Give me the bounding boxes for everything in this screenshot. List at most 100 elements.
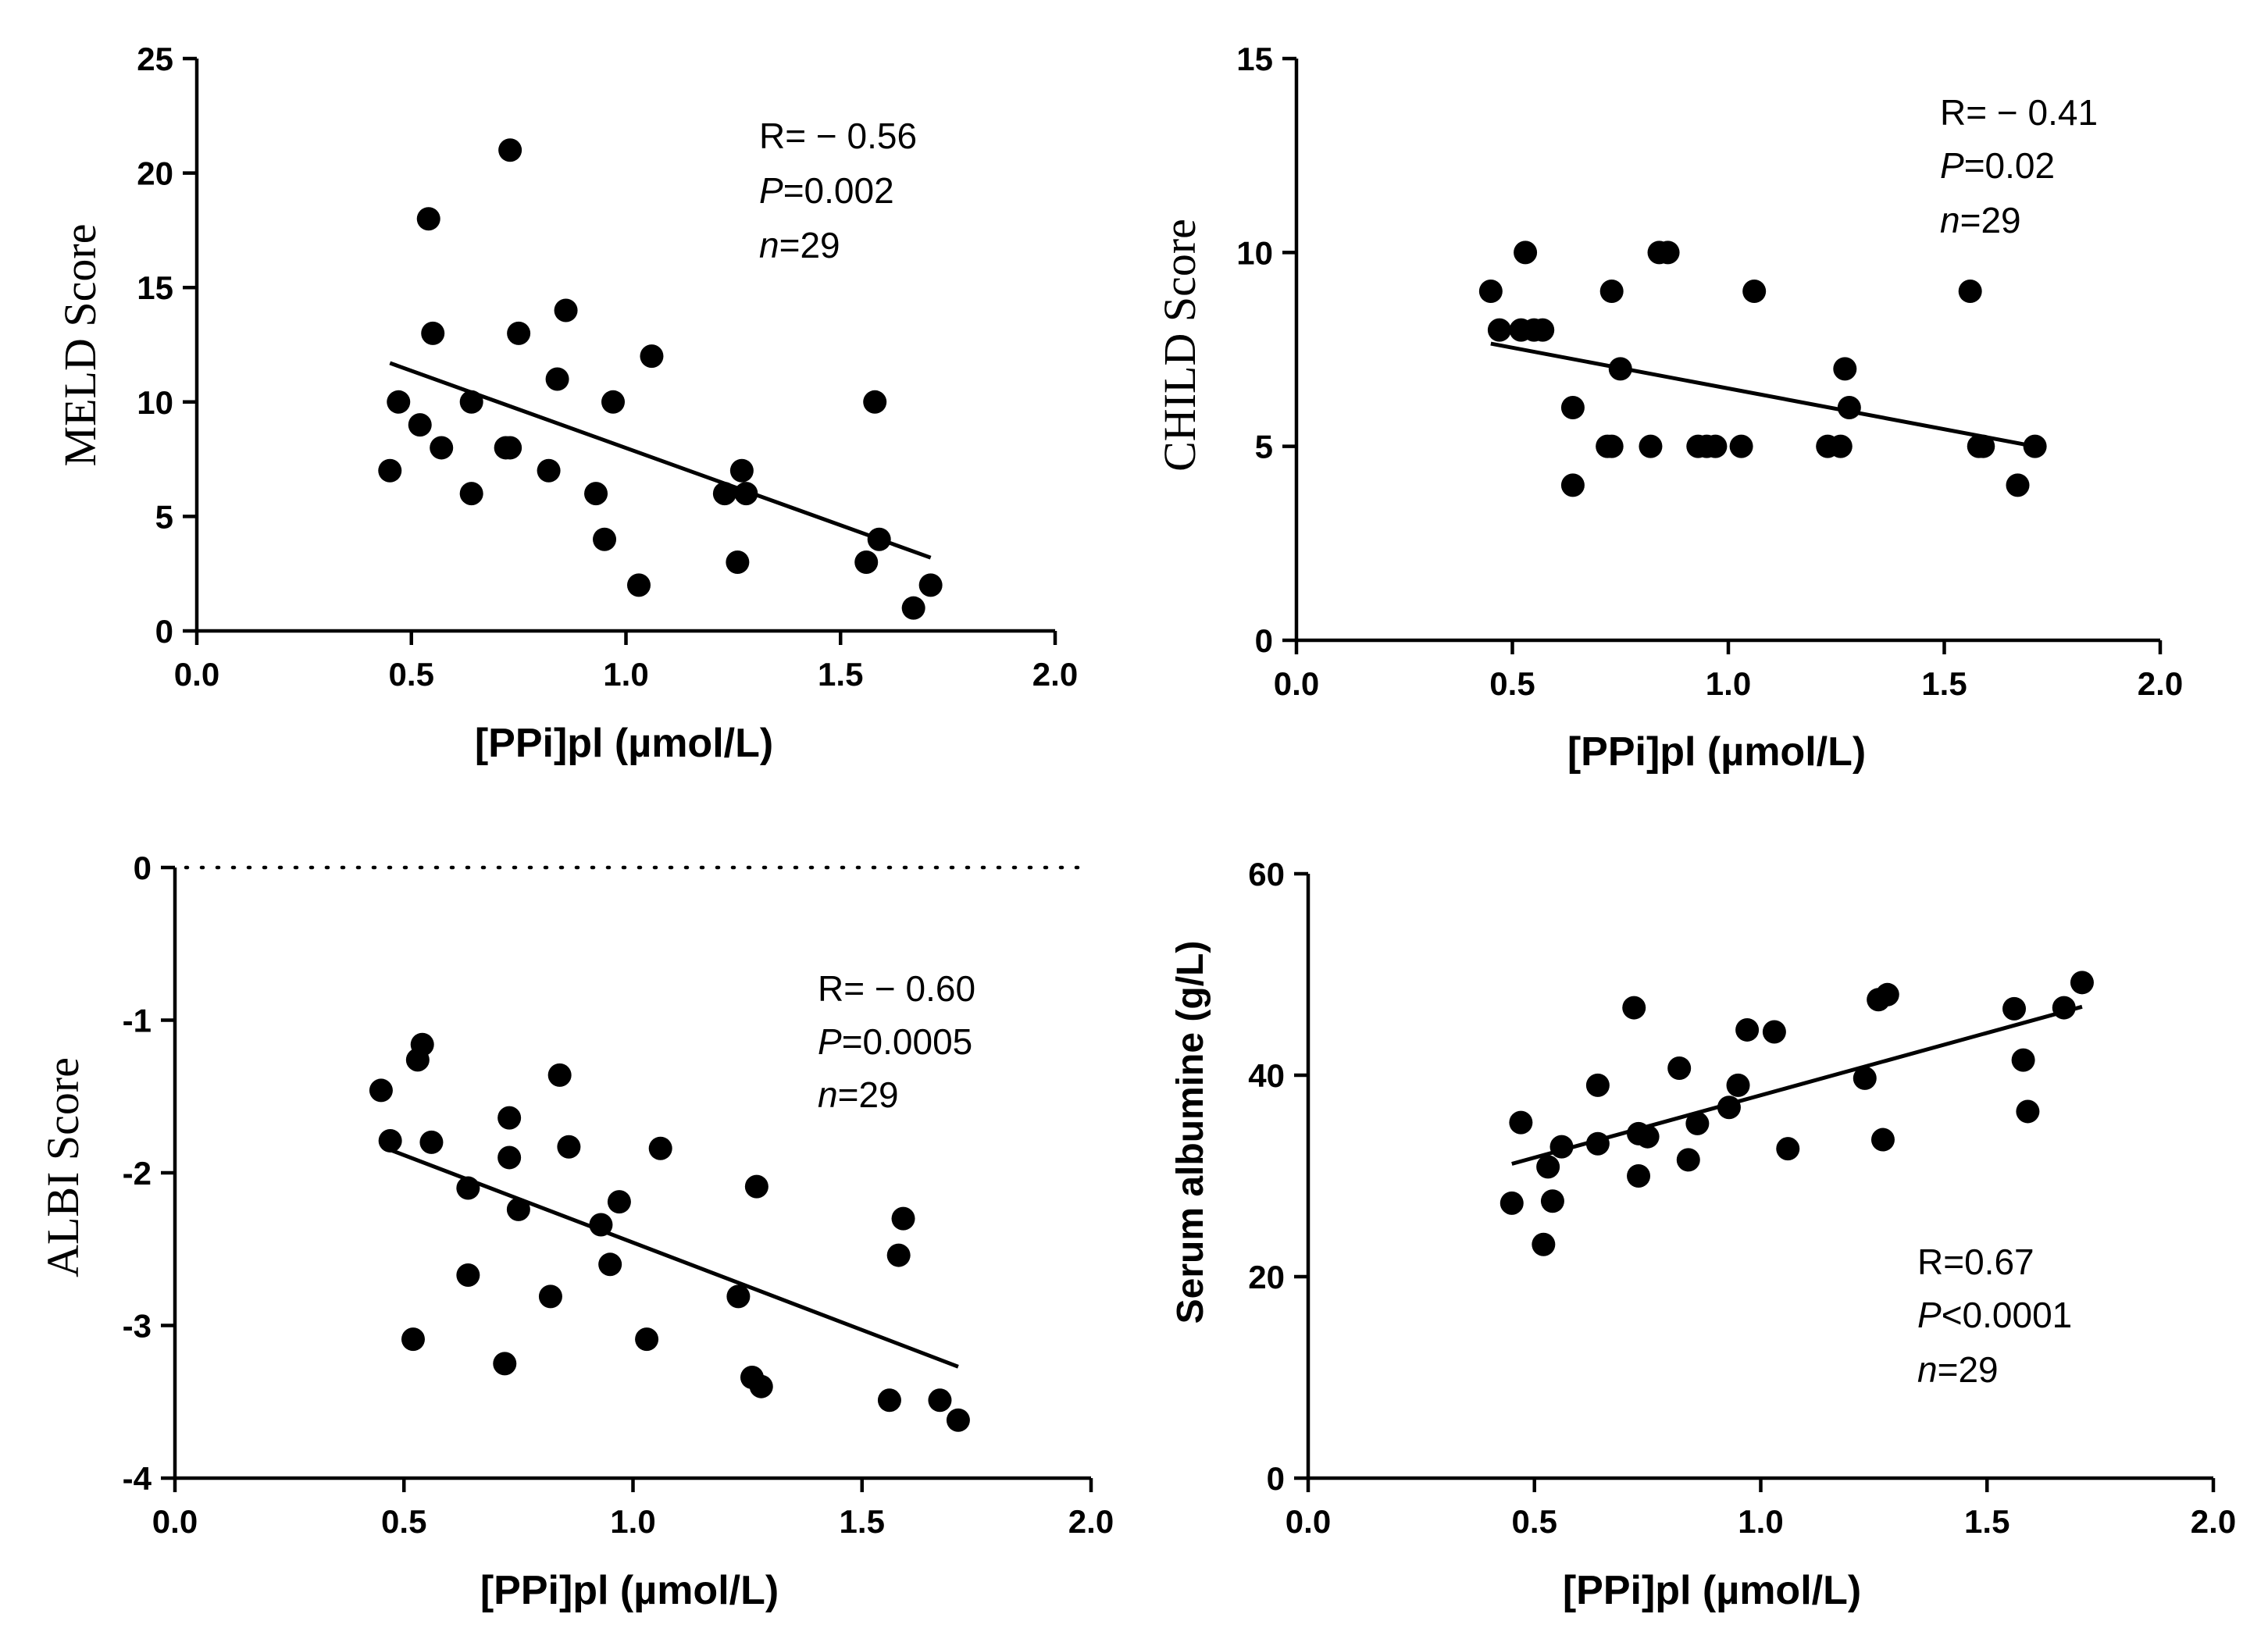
meld-data-point xyxy=(459,390,483,414)
meld-data-point xyxy=(408,413,432,437)
albumine-data-point xyxy=(1509,1110,1533,1135)
child-data-point xyxy=(1742,280,1767,303)
albumine-data-point xyxy=(2016,1099,2040,1124)
child-data-point xyxy=(1560,473,1585,497)
meld-data-point xyxy=(712,482,736,506)
meld-data-point xyxy=(626,573,651,597)
albi-data-point xyxy=(456,1263,480,1287)
albi-y-tick-label: -1 xyxy=(123,1003,152,1039)
child-data-point xyxy=(1599,280,1624,303)
albumine-data-point xyxy=(1622,996,1646,1020)
albumine-y-tick-label: 60 xyxy=(1248,856,1285,892)
albumine-data-point xyxy=(1532,1232,1556,1256)
albi-x-tick-label: 2.0 xyxy=(1068,1503,1114,1540)
child-x-tick-label: 1.5 xyxy=(1921,665,1967,702)
albumine-r-value: R=0.67 xyxy=(1917,1242,2034,1282)
albi-regression-line xyxy=(389,1148,959,1369)
child-data-point xyxy=(1639,434,1663,458)
child-data-point xyxy=(1958,280,1982,303)
albi-r-value: R= − 0.60 xyxy=(818,968,975,1009)
meld-y-tick-label: 15 xyxy=(137,269,173,306)
meld-y-tick-label: 5 xyxy=(155,498,173,535)
albi-y-axis-label: ALBI Score xyxy=(37,1057,88,1277)
meld-n-value: n=29 xyxy=(759,225,840,265)
albi-data-point xyxy=(401,1327,425,1352)
albi-data-point xyxy=(928,1388,952,1413)
meld-data-point xyxy=(867,527,891,551)
child-p-value: P=0.02 xyxy=(1940,145,2055,186)
meld-data-point xyxy=(726,550,750,575)
albumine-y-tick-label: 0 xyxy=(1267,1460,1285,1497)
albumine-data-point xyxy=(1667,1056,1692,1080)
child-x-tick-label: 1.0 xyxy=(1706,665,1751,702)
child-data-point xyxy=(1478,280,1503,303)
meld-data-point xyxy=(507,321,531,345)
albumine-x-tick-label: 1.5 xyxy=(1964,1503,2009,1540)
meld-data-point xyxy=(430,436,454,460)
albumine-data-point xyxy=(2002,996,2027,1021)
albi-data-point xyxy=(497,1106,522,1130)
serum-albumine-panel: 0.0 0.5 1.0 1.5 2.0 0 20 40 60 Serum albumine (g… xyxy=(1170,856,2236,1613)
albi-data-point xyxy=(456,1176,480,1200)
meld-data-point xyxy=(554,298,578,322)
albumine-data-point xyxy=(1540,1189,1564,1213)
child-data-point xyxy=(1531,318,1555,342)
albi-n-value: n=29 xyxy=(818,1074,899,1115)
albi-data-point xyxy=(589,1213,613,1237)
albi-data-point xyxy=(369,1078,393,1103)
albumine-data-point xyxy=(1585,1073,1610,1097)
child-x-tick-label: 0.5 xyxy=(1489,665,1535,702)
albumine-x-tick-label: 1.0 xyxy=(1738,1503,1783,1540)
meld-x-tick-label: 1.0 xyxy=(603,656,648,693)
meld-data-point xyxy=(537,458,561,483)
meld-x-tick-label: 1.5 xyxy=(818,656,863,693)
albi-data-point xyxy=(891,1206,915,1231)
albi-y-tick-label: 0 xyxy=(134,850,152,886)
albi-data-point xyxy=(493,1352,517,1376)
albi-data-point xyxy=(538,1284,562,1309)
meld-data-point xyxy=(545,367,569,391)
albumine-data-point xyxy=(1717,1096,1741,1120)
albi-data-point xyxy=(419,1130,444,1154)
albi-x-tick-label: 0.5 xyxy=(381,1503,426,1540)
albi-data-point xyxy=(648,1136,672,1160)
child-y-axis-label: CHILD Score xyxy=(1154,219,1205,472)
albi-data-point xyxy=(744,1174,768,1199)
albumine-data-point xyxy=(1500,1191,1524,1215)
albi-data-point xyxy=(946,1408,970,1432)
child-data-point xyxy=(1703,434,1728,458)
albumine-data-point xyxy=(1735,1017,1760,1042)
meld-data-point xyxy=(387,390,411,414)
meld-data-point xyxy=(734,482,758,506)
meld-x-tick-label: 2.0 xyxy=(1032,656,1078,693)
albi-x-axis-label: [PPi]pl (µmol/L) xyxy=(480,1568,779,1613)
albumine-data-point xyxy=(1776,1137,1800,1161)
albi-data-point xyxy=(497,1145,522,1170)
albi-data-point xyxy=(598,1252,622,1277)
child-n-value: n=29 xyxy=(1940,200,2021,240)
child-data-point xyxy=(1729,434,1753,458)
albi-data-point xyxy=(886,1243,911,1267)
meld-data-point xyxy=(498,436,522,460)
child-data-point xyxy=(1608,357,1632,381)
child-data-point xyxy=(1599,434,1624,458)
albumine-data-point xyxy=(1549,1135,1574,1159)
albi-data-point xyxy=(410,1032,434,1056)
child-data-point xyxy=(2006,473,2030,497)
albumine-data-point xyxy=(1726,1073,1750,1097)
child-data-point xyxy=(1656,240,1680,265)
meld-data-point xyxy=(459,482,483,506)
child-x-tick-label: 2.0 xyxy=(2138,665,2183,702)
albi-data-point xyxy=(607,1190,631,1214)
albi-x-tick-label: 1.5 xyxy=(840,1503,885,1540)
albumine-x-tick-label: 2.0 xyxy=(2191,1503,2236,1540)
albi-data-point xyxy=(506,1197,530,1221)
child-score-panel: 0.0 0.5 1.0 1.5 2.0 0 5 10 15 CHILD Score [PPi]p… xyxy=(1154,41,2183,775)
albi-marks: 0.0 0.5 1.0 1.5 2.0 0 -1 -2 -3 -4 xyxy=(123,850,1114,1540)
meld-y-tick-label: 10 xyxy=(137,384,173,421)
albumine-data-point xyxy=(1875,982,1899,1006)
meld-data-point xyxy=(854,550,879,575)
meld-x-axis-label: [PPi]pl (µmol/L) xyxy=(475,721,773,766)
child-data-point xyxy=(1837,396,1861,419)
